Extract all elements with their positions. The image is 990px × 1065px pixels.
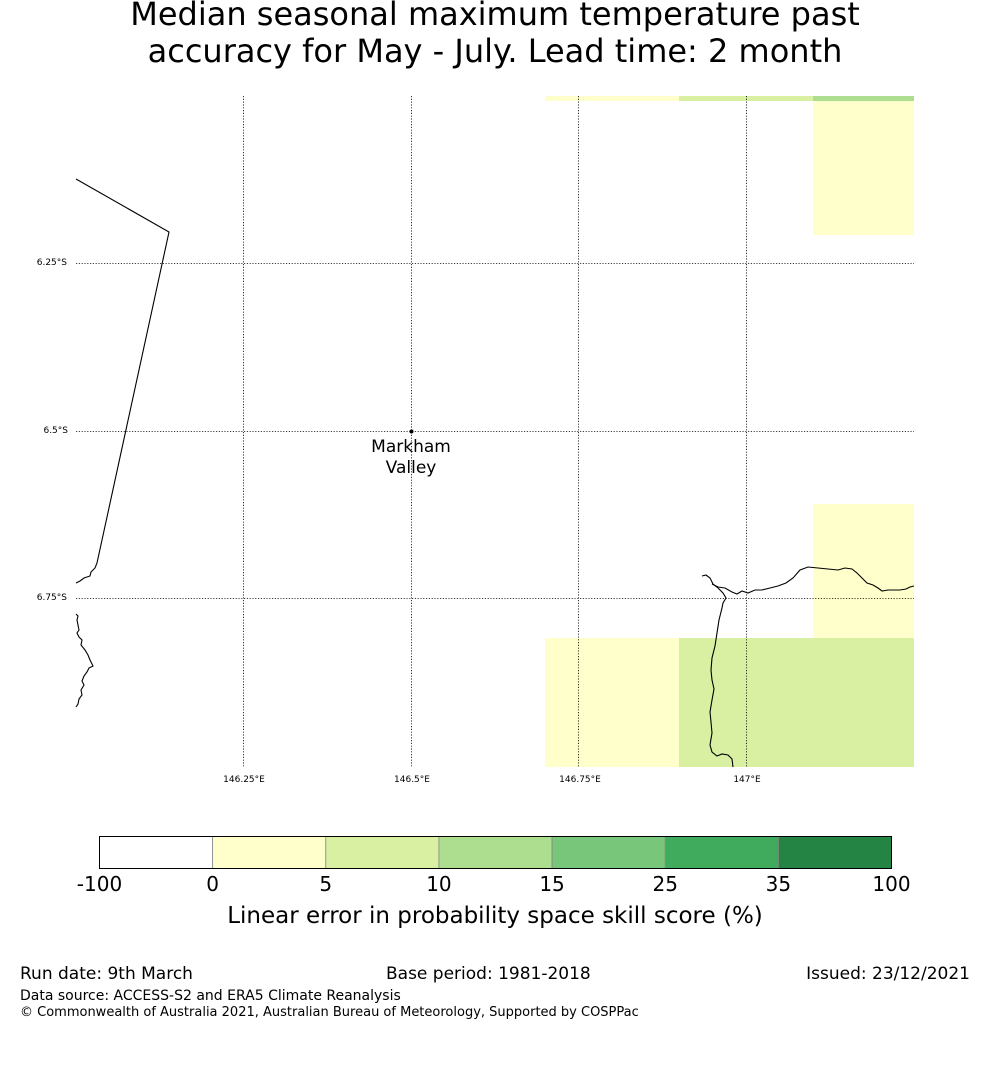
colorbar-segment [99,836,214,869]
lon-label-147: 147°E [733,775,761,785]
map-panel [75,96,915,768]
colorbar-segment [664,836,779,869]
markham-valley-marker [409,429,414,434]
cell-top-yellow-1 [545,96,679,101]
colorbar-tick-label: 10 [426,872,452,896]
lon-label-146-25: 146.25°E [223,775,265,785]
colorbar-tick-label: 25 [652,872,678,896]
colorbar-tick-label: -100 [76,872,123,896]
title-line-2: accuracy for May - July. Lead time: 2 mo… [147,32,843,70]
colorbar-segment [551,836,666,869]
colorbar-tick-label: 100 [872,872,911,896]
title-line-1: Median seasonal maximum temperature past [130,0,860,33]
lon-label-146-5: 146.5°E [394,775,430,785]
lat-label-6-25: 6.25°S [36,258,67,268]
colorbar-label: Linear error in probability space skill … [227,903,763,929]
skill-cells [545,96,914,767]
cell-bottom-yellow [545,638,679,767]
colorbar-segments [99,836,892,869]
cell-right-yellow [813,504,914,638]
gridlines [76,96,914,767]
colorbar-segment [325,836,440,869]
issued-date: Issued: 23/12/2021 [806,964,970,984]
place-label-line-2: Valley [385,458,437,478]
lon-label-146-75: 146.75°E [559,775,601,785]
chart-title: Median seasonal maximum temperature past… [0,0,990,70]
colorbar-tick-label: 35 [765,872,792,896]
cell-bottom-lightgreen [679,638,914,767]
huon-gulf-coast [711,566,915,595]
boundaries [75,178,915,768]
base-period: Base period: 1981-2018 [386,964,591,984]
cell-topright-yellow [813,101,914,235]
colorbar-tick-label: 15 [539,872,565,896]
data-source: Data source: ACCESS-S2 and ERA5 Climate … [20,988,401,1004]
cell-top-lightgreen [679,96,813,101]
colorbar-tick-label: 0 [206,872,219,896]
west-boundary [75,178,170,584]
copyright: © Commonwealth of Australia 2021, Austra… [20,1005,639,1020]
run-date: Run date: 9th March [20,964,193,984]
colorbar-segment [212,836,327,869]
colorbar-segment [777,836,892,869]
lat-label-6-5: 6.5°S [43,426,68,436]
colorbar-frame [99,836,892,869]
cell-top-green [813,96,914,101]
west-coast-fragment [75,613,94,708]
lat-label-6-75: 6.75°S [36,593,67,603]
place-label-line-1: Markham [371,437,451,457]
colorbar-tick-label: 5 [319,872,333,896]
markham-coast [701,574,734,768]
colorbar-segment [438,836,553,869]
place-label-markham-valley: Markham Valley [361,437,461,479]
